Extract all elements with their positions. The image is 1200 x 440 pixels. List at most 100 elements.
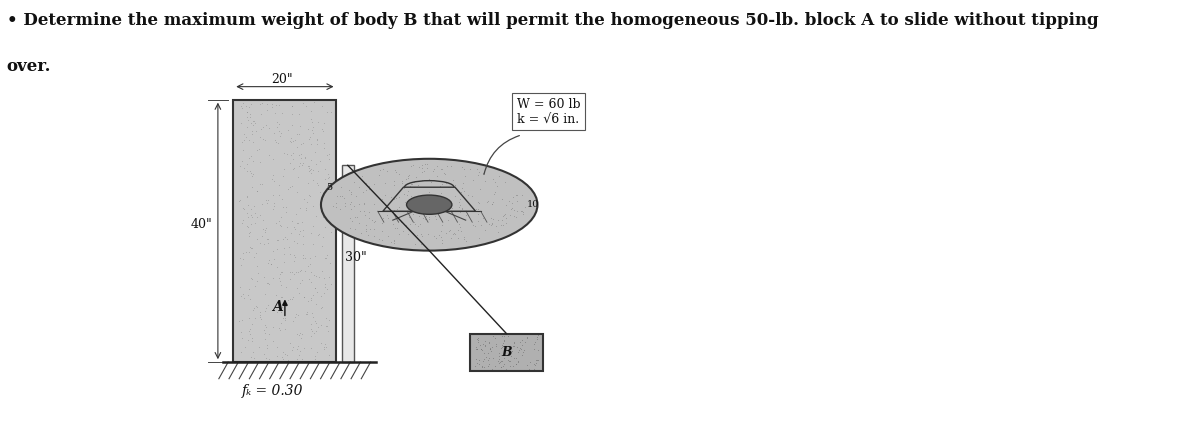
Point — [412, 196, 431, 203]
Point — [414, 168, 433, 175]
Point — [418, 165, 437, 172]
Point — [278, 356, 298, 363]
Point — [378, 232, 397, 239]
Point — [268, 119, 287, 126]
Point — [290, 268, 310, 275]
Point — [270, 128, 289, 135]
Point — [257, 304, 276, 312]
Point — [275, 250, 294, 257]
Point — [233, 255, 252, 262]
Point — [306, 301, 325, 308]
Point — [310, 230, 329, 237]
Point — [304, 124, 323, 131]
Point — [341, 201, 360, 208]
Point — [264, 129, 283, 136]
Point — [326, 203, 346, 210]
Point — [271, 129, 290, 136]
Point — [401, 206, 420, 213]
Point — [300, 167, 319, 174]
Point — [410, 221, 430, 228]
Point — [263, 205, 282, 213]
Point — [496, 211, 515, 218]
Point — [300, 165, 319, 172]
Point — [258, 239, 277, 246]
Point — [400, 172, 419, 179]
Point — [412, 241, 431, 248]
Point — [302, 118, 322, 125]
Point — [473, 363, 492, 370]
Point — [242, 213, 262, 220]
Point — [276, 284, 295, 291]
Point — [246, 220, 265, 227]
Point — [506, 192, 526, 199]
Point — [294, 140, 313, 147]
Point — [365, 219, 384, 226]
Point — [443, 205, 462, 212]
Point — [281, 268, 300, 275]
Point — [469, 169, 488, 176]
Point — [473, 169, 492, 176]
Point — [245, 315, 264, 322]
Point — [494, 361, 514, 368]
Point — [505, 339, 524, 346]
Point — [314, 128, 334, 135]
Point — [294, 252, 313, 259]
Text: A: A — [272, 301, 283, 315]
Point — [299, 163, 318, 170]
Point — [389, 203, 408, 210]
Point — [295, 155, 314, 162]
Point — [455, 166, 474, 173]
Point — [263, 171, 282, 178]
Point — [298, 310, 317, 317]
Point — [251, 125, 270, 132]
Point — [234, 294, 253, 301]
Point — [293, 218, 312, 225]
Point — [264, 274, 283, 281]
Point — [456, 172, 475, 180]
Point — [445, 182, 464, 189]
Point — [497, 215, 516, 222]
Point — [317, 323, 336, 330]
Point — [364, 180, 383, 187]
Point — [432, 165, 451, 172]
Point — [292, 154, 311, 161]
Point — [384, 237, 403, 244]
Point — [452, 206, 472, 213]
Point — [512, 336, 532, 343]
Point — [395, 184, 414, 191]
Point — [382, 194, 401, 201]
Point — [412, 233, 431, 240]
Point — [467, 355, 486, 362]
Point — [506, 361, 526, 368]
Point — [474, 350, 493, 357]
Point — [364, 226, 383, 233]
Point — [244, 138, 263, 145]
Point — [251, 180, 270, 187]
Point — [469, 337, 488, 344]
Point — [270, 222, 289, 229]
Point — [475, 177, 494, 184]
Point — [364, 233, 383, 240]
Point — [316, 176, 335, 183]
Point — [274, 356, 293, 363]
Point — [493, 195, 512, 202]
Point — [238, 114, 257, 121]
Point — [311, 292, 330, 299]
Point — [257, 199, 276, 206]
Point — [245, 354, 264, 361]
Point — [445, 192, 464, 199]
Point — [264, 199, 283, 206]
Point — [445, 231, 464, 238]
Point — [514, 211, 533, 218]
Point — [335, 203, 354, 210]
Point — [288, 174, 307, 181]
Point — [318, 182, 337, 189]
Point — [472, 221, 491, 228]
Bar — [342, 165, 354, 362]
Point — [301, 230, 320, 237]
Point — [234, 205, 253, 213]
Point — [241, 169, 260, 176]
Point — [293, 254, 312, 261]
Point — [385, 224, 404, 231]
Point — [503, 194, 522, 201]
